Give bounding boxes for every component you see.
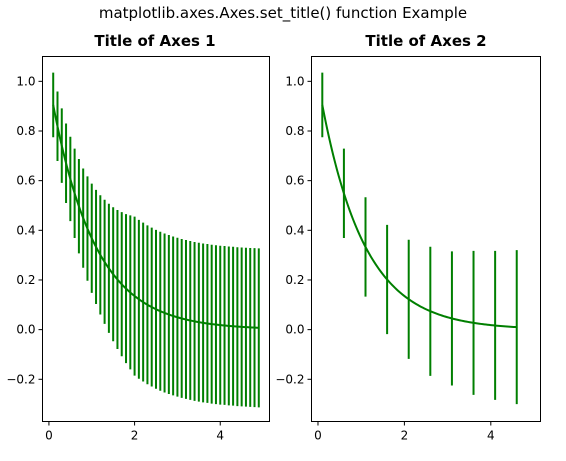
y-tick-label: 0.4 [285,223,304,237]
y-tick-label: 1.0 [16,74,35,88]
axes-1: Title of Axes 1 0 2 4 −0.2 0.0 0.2 0.4 0.6 0.8 1… [6,32,270,443]
y-tick-label: −0.2 [6,372,35,386]
axes-1-errorbars [52,72,260,408]
axes-1-frame [42,56,270,422]
y-tick-label: 0.2 [16,273,35,287]
y-tick-label: −0.2 [275,372,304,386]
x-tick-label: 4 [216,429,224,443]
y-tick-label: 0.2 [285,273,304,287]
axes-1-yticks: −0.2 0.0 0.2 0.4 0.6 0.8 1.0 [6,74,43,386]
figure-suptitle: matplotlib.axes.Axes.set_title() functio… [99,4,467,23]
axes-1-title: Title of Axes 1 [94,32,215,50]
axes-2-errorbars [321,72,518,405]
x-tick-label: 2 [401,429,409,443]
y-tick-label: 0.6 [16,174,35,188]
axes-2-frame [311,56,541,422]
y-tick-label: 0.8 [285,124,304,138]
x-tick-label: 4 [487,429,495,443]
axes-1-xticks: 0 2 4 [45,421,224,443]
axes-1-line [52,104,260,329]
y-tick-label: 0.6 [285,174,304,188]
axes-2: Title of Axes 2 0 2 4 −0.2 0.0 0.2 0.4 0.6 0.8 1… [275,32,541,443]
y-tick-label: 0.0 [16,323,35,337]
axes-2-yticks: −0.2 0.0 0.2 0.4 0.6 0.8 1.0 [275,74,312,386]
x-tick-label: 0 [45,429,53,443]
x-tick-label: 2 [131,429,139,443]
axes-2-line [321,104,518,329]
y-tick-label: 1.0 [285,74,304,88]
axes-2-title: Title of Axes 2 [365,32,486,50]
y-tick-label: 0.4 [16,223,35,237]
series-line [52,104,259,329]
y-tick-label: 0.0 [285,323,304,337]
series-line [321,104,517,329]
axes-2-xticks: 0 2 4 [314,421,495,443]
x-tick-label: 0 [314,429,322,443]
y-tick-label: 0.8 [16,124,35,138]
